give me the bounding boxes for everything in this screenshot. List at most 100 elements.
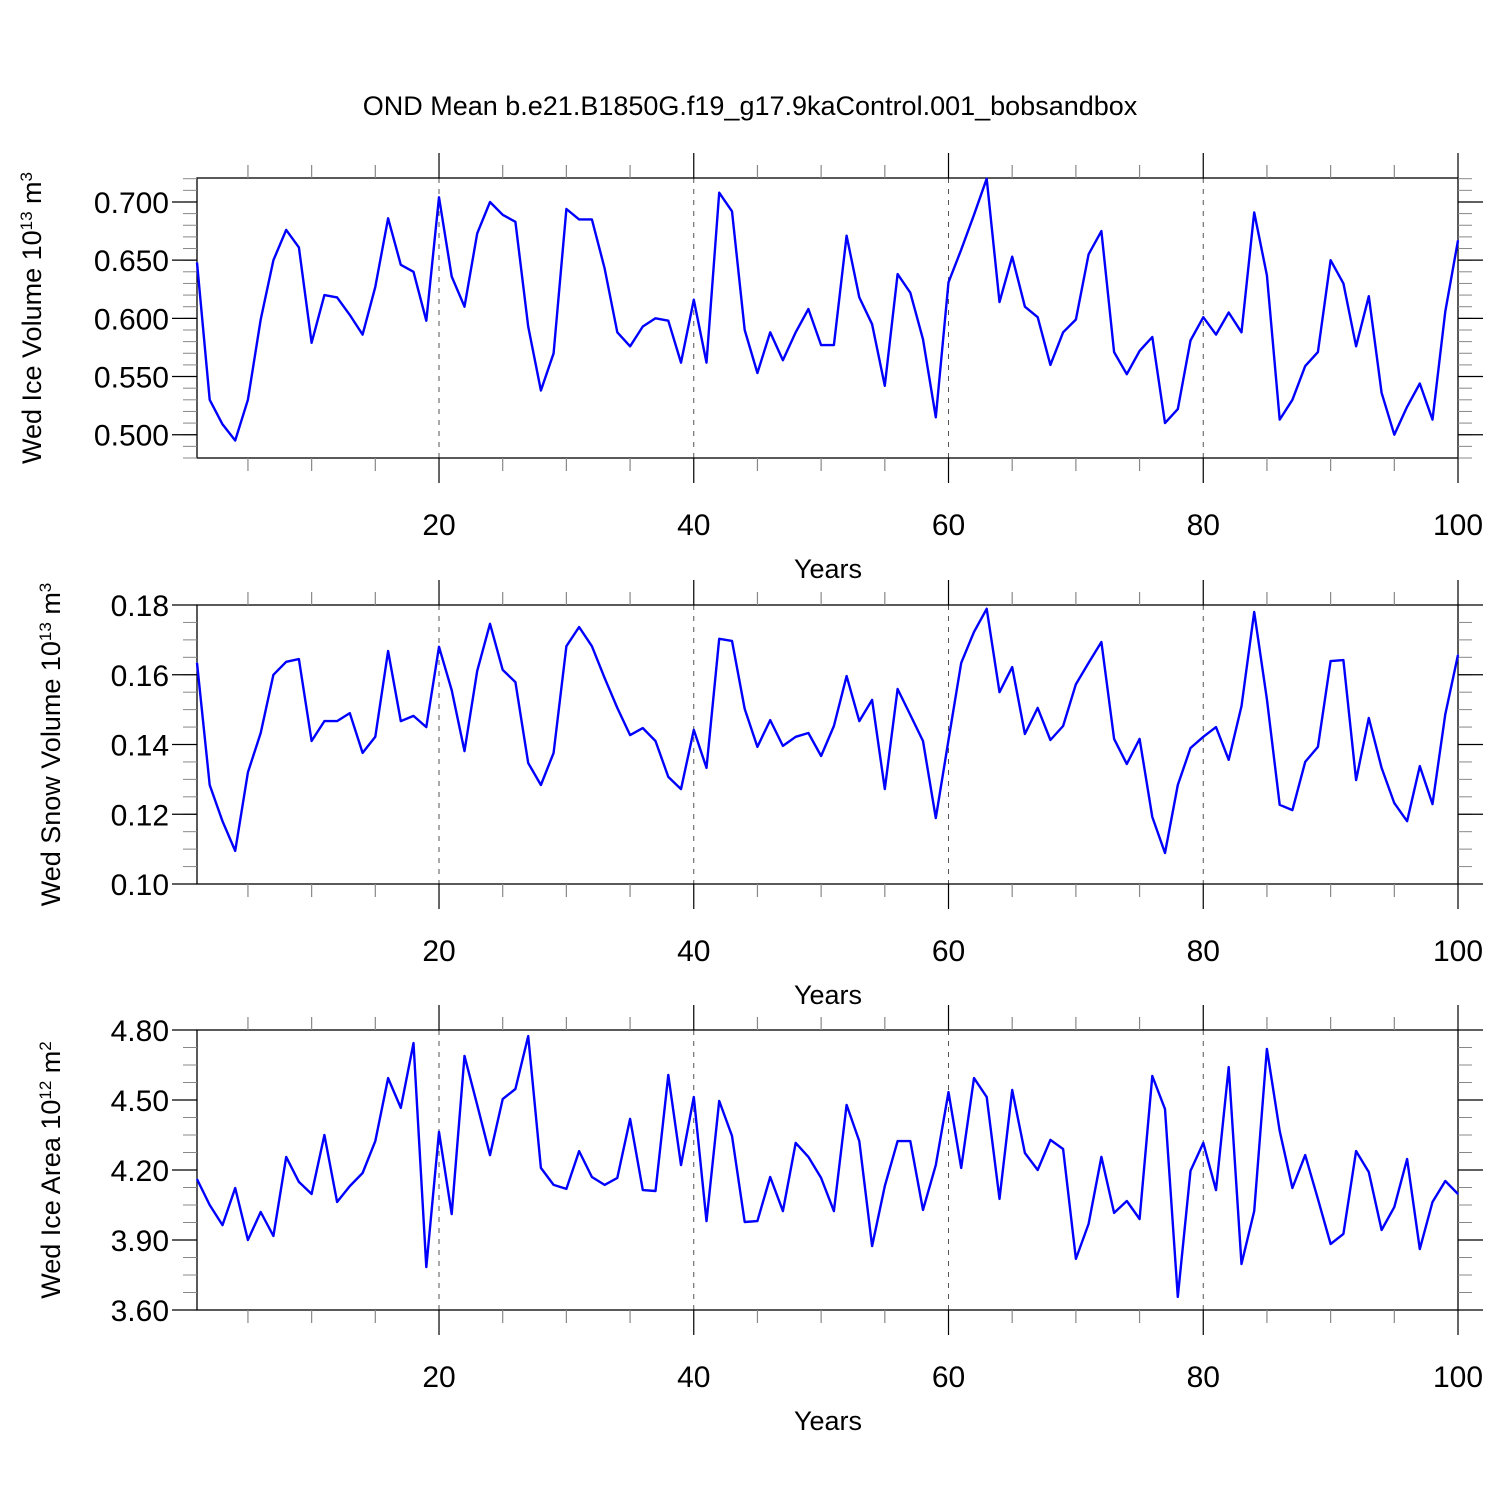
data-point <box>247 1239 249 1241</box>
data-point <box>1011 666 1013 668</box>
data-point <box>1024 1152 1026 1154</box>
data-point <box>463 1055 466 1057</box>
data-point <box>336 720 338 722</box>
y-tick-label: 3.90 <box>111 1225 169 1258</box>
data-point <box>196 261 198 264</box>
data-point <box>1100 1156 1102 1158</box>
data-point <box>820 755 822 757</box>
plot-frame <box>196 604 1459 885</box>
data-point <box>642 325 644 328</box>
data-point <box>1393 1206 1395 1208</box>
data-point <box>718 638 720 640</box>
y-axis-label-text: m <box>17 181 47 211</box>
data-point <box>1380 392 1383 394</box>
data-point <box>527 1035 529 1037</box>
data-point <box>285 1156 287 1158</box>
data-point <box>871 323 873 325</box>
data-point <box>1189 339 1192 342</box>
data-point <box>1126 1200 1128 1202</box>
data-point <box>782 745 784 747</box>
data-point <box>1164 1108 1166 1110</box>
data-point <box>1330 660 1332 662</box>
x-tick-label: 100 <box>1433 935 1483 968</box>
data-point <box>400 264 402 266</box>
data-point <box>986 1096 988 1098</box>
data-point <box>323 720 325 722</box>
x-tick-label: 40 <box>677 935 710 968</box>
data-point <box>361 334 364 336</box>
data-point <box>807 1156 809 1158</box>
data-point <box>349 314 351 316</box>
data-point <box>1062 1148 1064 1150</box>
data-point <box>1253 611 1255 613</box>
data-point <box>654 740 657 742</box>
data-point <box>476 232 478 234</box>
data-point <box>705 361 708 364</box>
data-point <box>1393 434 1395 436</box>
data-point <box>591 645 593 647</box>
y-tick-label: 4.80 <box>111 1015 169 1048</box>
data-point <box>884 788 886 790</box>
data-point <box>209 399 211 401</box>
data-point <box>731 1135 733 1137</box>
data-point <box>285 661 287 663</box>
data-point <box>553 352 555 354</box>
plot-frame <box>196 177 1459 459</box>
data-point <box>896 273 899 275</box>
data-point <box>298 1181 300 1183</box>
data-point <box>1062 331 1064 333</box>
data-point <box>1342 1233 1344 1235</box>
data-point <box>846 1104 848 1106</box>
x-tick-label: 40 <box>677 509 710 542</box>
y-axis-label-superscript: 3 <box>17 172 36 181</box>
data-point <box>1393 802 1395 804</box>
data-point <box>833 725 835 727</box>
x-tick-label: 80 <box>1187 509 1220 542</box>
data-point <box>1202 736 1204 738</box>
data-point <box>858 296 860 299</box>
data-point <box>1075 318 1077 321</box>
data-point <box>196 1178 198 1180</box>
data-point <box>960 1167 962 1169</box>
y-axis-label: Wed Snow Volume 1013 m3 <box>36 583 67 907</box>
data-point <box>221 423 224 425</box>
data-point <box>1215 1189 1217 1191</box>
data-point <box>1431 418 1434 421</box>
data-point <box>1355 779 1357 781</box>
data-point <box>1228 759 1230 761</box>
data-point <box>820 1177 822 1179</box>
data-point <box>527 325 529 328</box>
data-point <box>540 784 542 786</box>
data-point <box>451 689 453 691</box>
data-point <box>782 1210 784 1212</box>
data-point <box>960 249 962 251</box>
y-tick-label: 0.16 <box>111 660 169 693</box>
data-point <box>209 784 211 786</box>
data-point <box>603 267 606 269</box>
data-point <box>896 688 899 690</box>
data-point <box>1049 739 1052 741</box>
data-point <box>1406 1158 1408 1160</box>
data-point <box>272 674 275 676</box>
y-axis-label-superscript: 13 <box>17 211 36 230</box>
data-point <box>629 1118 631 1120</box>
y-axis-label-text: m <box>36 592 66 622</box>
y-axis-label-text: m <box>36 1051 66 1081</box>
data-point <box>1126 763 1128 765</box>
x-tick-label: 20 <box>422 1361 455 1394</box>
data-point <box>935 416 937 418</box>
data-point <box>361 1172 364 1174</box>
data-point <box>909 292 911 294</box>
data-point <box>412 271 415 273</box>
data-point <box>1240 331 1243 333</box>
data-point <box>833 344 835 346</box>
data-point <box>1431 803 1434 805</box>
data-point <box>1151 1075 1153 1077</box>
data-point <box>935 1164 937 1166</box>
plot-frame <box>196 1029 1459 1311</box>
data-point <box>323 294 325 296</box>
data-point <box>1406 820 1408 822</box>
data-point <box>336 296 338 299</box>
data-point <box>1151 816 1153 818</box>
data-point <box>986 608 988 610</box>
